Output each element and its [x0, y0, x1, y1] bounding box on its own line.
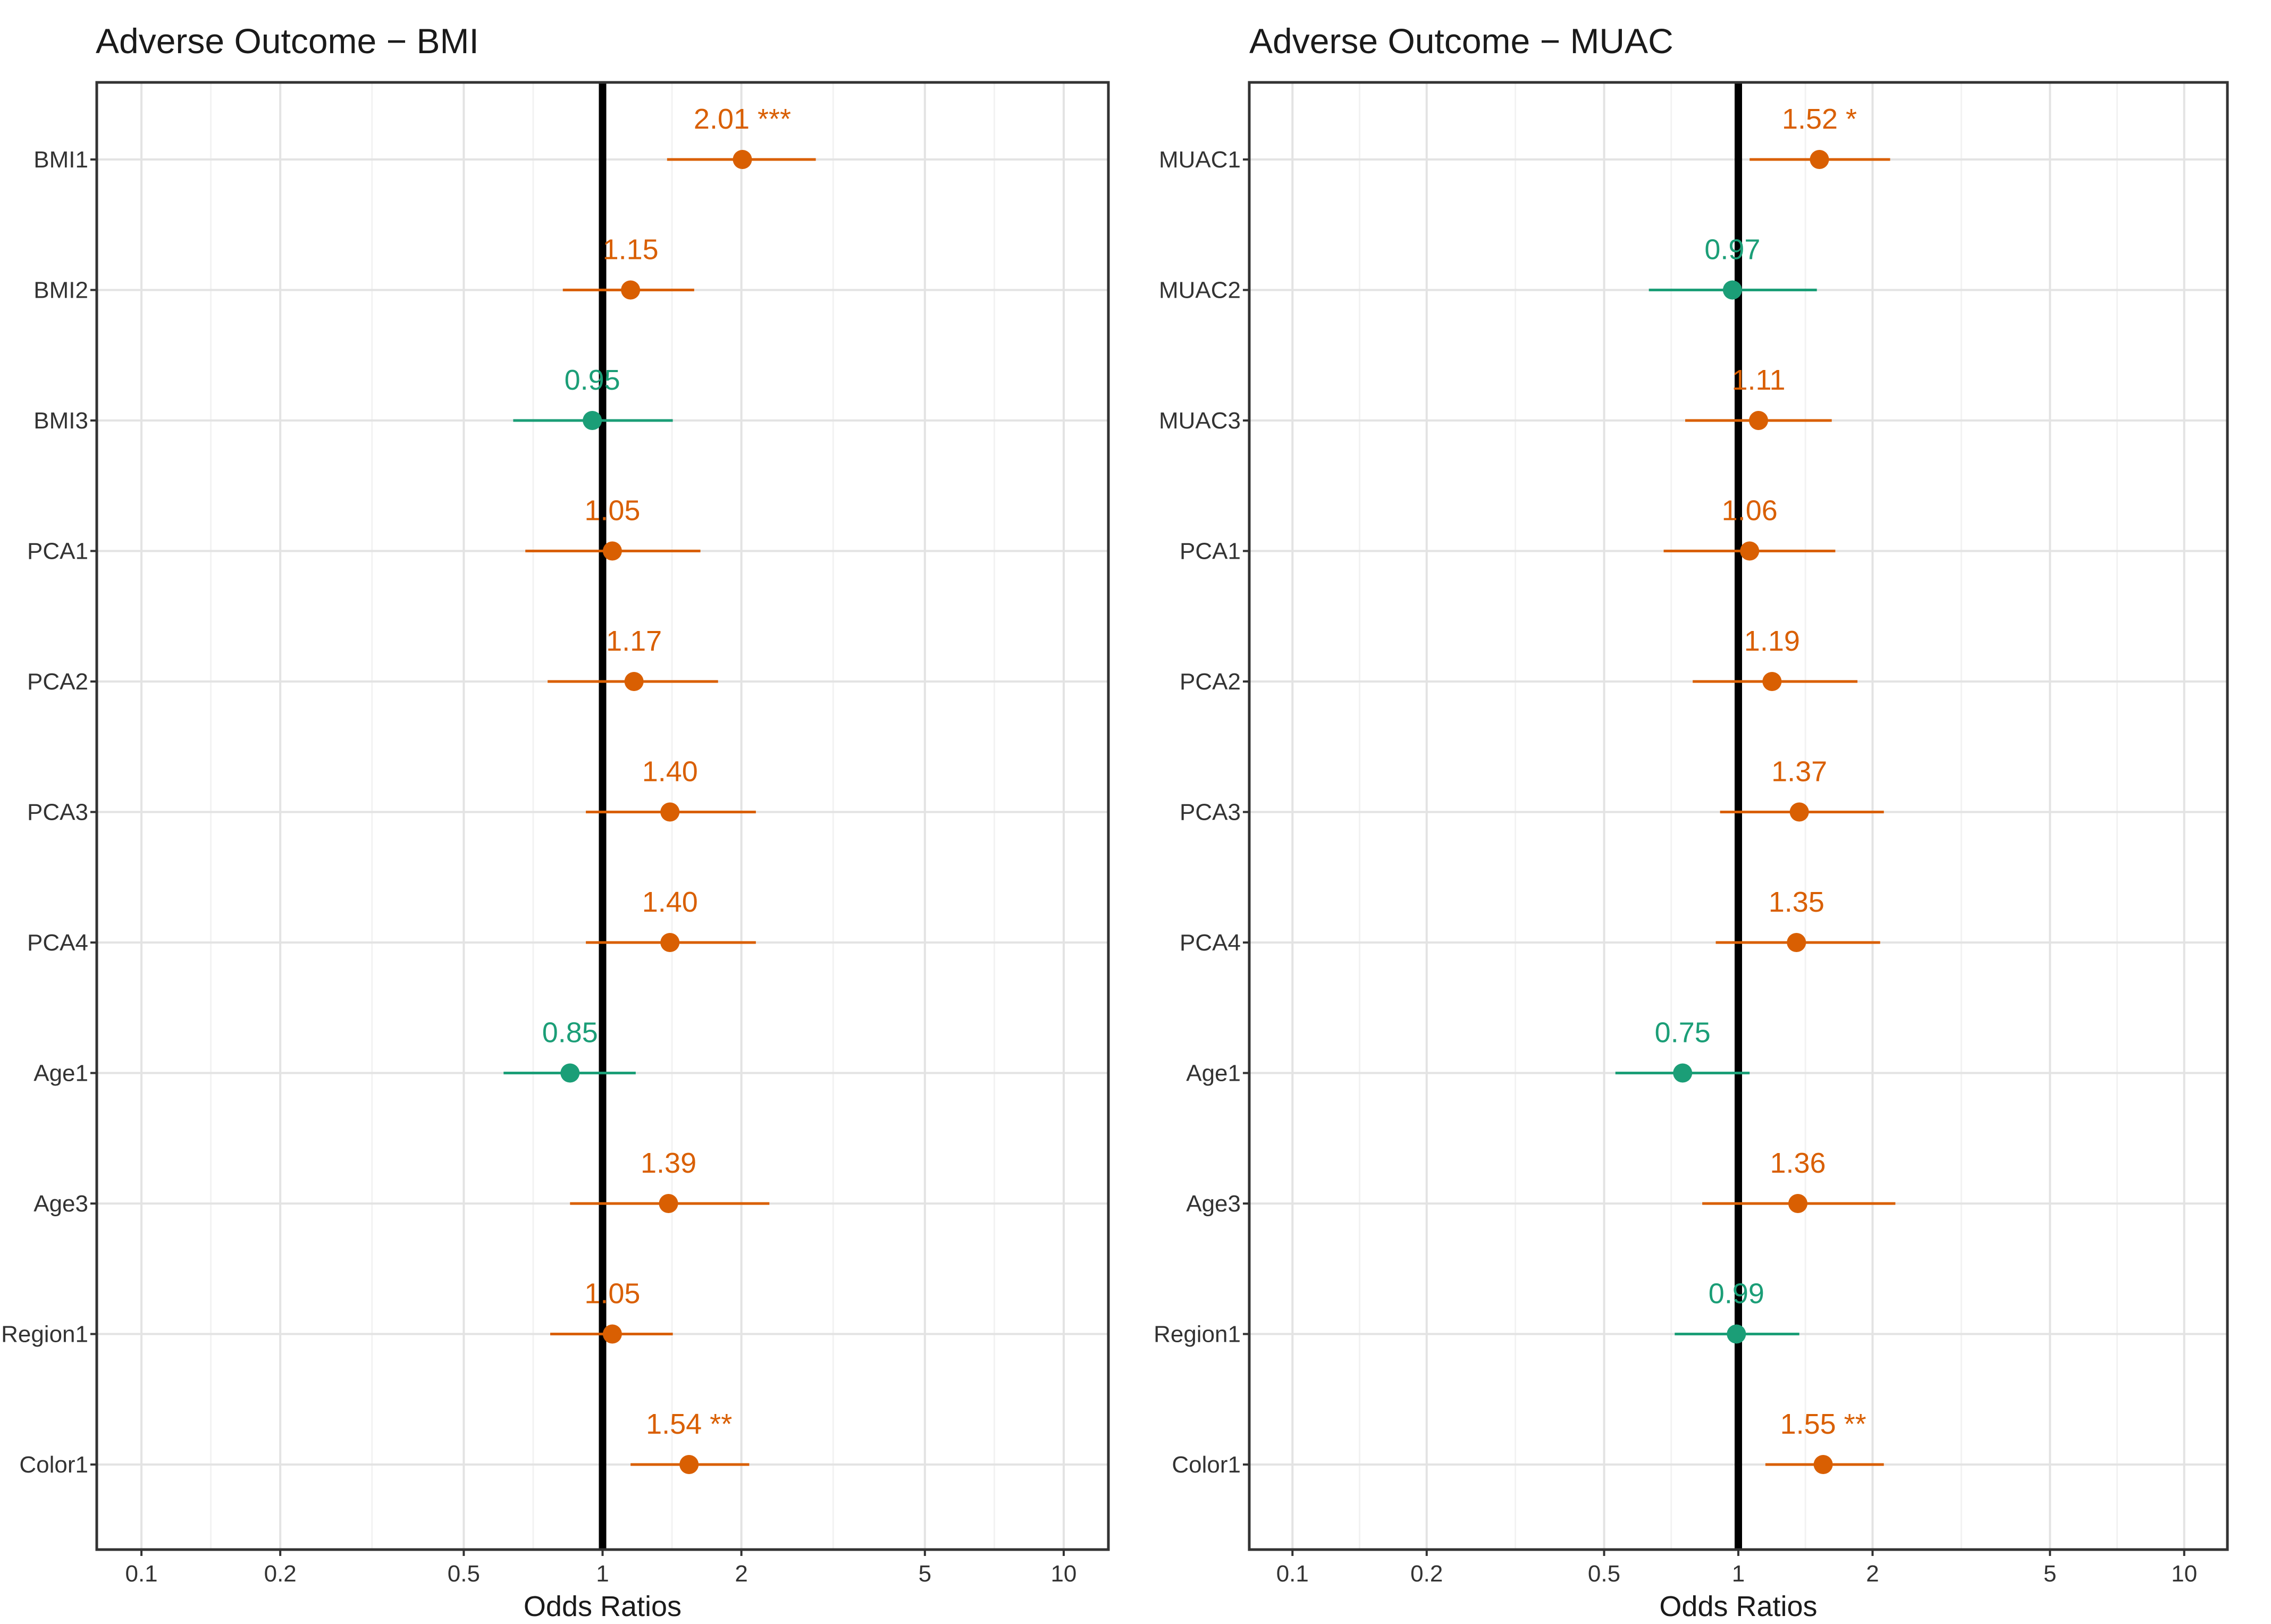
muac-x-axis-title: Odds Ratios — [1659, 1591, 1817, 1622]
bmi-data-label: 1.05 — [584, 1278, 640, 1310]
muac-panel-border — [1248, 81, 2229, 1551]
muac-point-estimate — [1727, 1324, 1746, 1344]
bmi-data-label: 1.40 — [642, 756, 698, 788]
muac-tick-label-y: PCA2 — [1180, 669, 1241, 695]
bmi-data-label: 1.40 — [642, 886, 698, 918]
muac-data-label: 1.52 * — [1782, 103, 1857, 135]
bmi-data-label: 1.15 — [603, 234, 659, 266]
muac-tick-label-x: 0.1 — [1276, 1561, 1309, 1587]
bmi-data-label: 0.85 — [542, 1017, 598, 1049]
muac-point-estimate — [1788, 1194, 1808, 1213]
bmi-tick-label-y: Age1 — [33, 1061, 88, 1087]
muac-tick-label-x: 5 — [2043, 1561, 2056, 1587]
bmi-point-estimate — [660, 933, 680, 952]
muac-data-label: 1.11 — [1731, 364, 1785, 396]
muac-point-estimate — [1740, 541, 1760, 561]
muac-tick-label-y: MUAC1 — [1159, 147, 1241, 173]
bmi-tick-label-x: 10 — [1050, 1561, 1076, 1587]
bmi-point-estimate — [660, 802, 680, 822]
muac-tick-label-x: 0.2 — [1410, 1561, 1443, 1587]
bmi-x-axis-title: Odds Ratios — [524, 1591, 682, 1622]
muac-panel: Adverse Outcome − MUAC 1.52 * MUAC1 0.97 MUA… — [1154, 21, 2229, 1622]
muac-data-label: 1.55 ** — [1780, 1408, 1866, 1440]
muac-data-label: 1.06 — [1722, 495, 1778, 527]
bmi-data-label: 1.54 ** — [646, 1408, 732, 1440]
bmi-point-estimate — [560, 1063, 580, 1083]
bmi-tick-label-y: PCA4 — [27, 930, 88, 956]
muac-tick-label-y: PCA3 — [1180, 800, 1241, 826]
bmi-point-estimate — [602, 541, 622, 561]
bmi-tick-label-x: 1 — [596, 1561, 609, 1587]
muac-tick-label-y: Region1 — [1154, 1322, 1241, 1348]
muac-point-estimate — [1789, 802, 1809, 822]
bmi-chart-title: Adverse Outcome − BMI — [96, 21, 479, 61]
muac-data-label: 1.19 — [1744, 625, 1800, 657]
bmi-panel: Adverse Outcome − BMI 2.01 *** BMI1 1.15 BMI… — [1, 21, 1110, 1622]
bmi-point-estimate — [624, 672, 644, 691]
muac-point-estimate — [1762, 672, 1782, 691]
muac-tick-label-y: PCA4 — [1180, 930, 1241, 956]
bmi-tick-label-y: BMI2 — [33, 277, 88, 304]
bmi-tick-label-y: BMI1 — [33, 147, 88, 173]
bmi-tick-label-y: PCA2 — [27, 669, 88, 695]
bmi-point-estimate — [602, 1324, 622, 1344]
bmi-tick-label-y: Age3 — [33, 1191, 88, 1217]
bmi-tick-label-x: 0.5 — [448, 1561, 480, 1587]
bmi-point-estimate — [621, 280, 641, 300]
bmi-data-label: 1.17 — [606, 625, 662, 657]
muac-data-label: 0.99 — [1709, 1278, 1764, 1310]
bmi-tick-label-y: Region1 — [1, 1322, 88, 1348]
muac-data-label: 0.75 — [1655, 1017, 1711, 1049]
muac-chart-title: Adverse Outcome − MUAC — [1249, 21, 1673, 61]
bmi-data-label: 1.05 — [584, 495, 640, 527]
bmi-point-estimate — [733, 150, 752, 169]
bmi-tick-label-x: 2 — [735, 1561, 747, 1587]
bmi-tick-label-x: 0.2 — [264, 1561, 297, 1587]
muac-tick-label-x: 0.5 — [1588, 1561, 1620, 1587]
bmi-tick-label-y: PCA1 — [27, 538, 88, 565]
bmi-data-label: 2.01 *** — [694, 103, 791, 135]
muac-tick-label-y: MUAC2 — [1159, 277, 1241, 304]
bmi-tick-label-x: 5 — [919, 1561, 931, 1587]
muac-point-estimate — [1749, 411, 1769, 430]
bmi-point-estimate — [659, 1194, 678, 1213]
muac-data-label: 1.36 — [1770, 1147, 1826, 1179]
bmi-data-label: 0.95 — [565, 364, 620, 396]
bmi-tick-label-y: Color1 — [19, 1452, 88, 1478]
muac-tick-label-x: 1 — [1732, 1561, 1745, 1587]
muac-point-estimate — [1722, 280, 1742, 300]
muac-tick-label-y: MUAC3 — [1159, 408, 1241, 434]
muac-tick-label-y: Color1 — [1172, 1452, 1241, 1478]
muac-data-label: 1.37 — [1771, 756, 1827, 788]
bmi-tick-label-x: 0.1 — [125, 1561, 157, 1587]
muac-data-label: 1.35 — [1769, 886, 1824, 918]
muac-tick-label-x: 2 — [1866, 1561, 1879, 1587]
muac-tick-label-y: Age1 — [1186, 1061, 1241, 1087]
muac-tick-label-x: 10 — [2171, 1561, 2197, 1587]
bmi-point-estimate — [583, 411, 602, 430]
bmi-panel-border — [95, 81, 1110, 1551]
muac-point-estimate — [1813, 1455, 1833, 1474]
muac-point-estimate — [1810, 150, 1829, 169]
bmi-tick-label-y: BMI3 — [33, 408, 88, 434]
bmi-tick-label-y: PCA3 — [27, 800, 88, 826]
bmi-data-label: 1.39 — [641, 1147, 696, 1179]
muac-data-label: 0.97 — [1704, 234, 1760, 266]
bmi-point-estimate — [679, 1455, 699, 1474]
muac-tick-label-y: Age3 — [1186, 1191, 1241, 1217]
muac-tick-label-y: PCA1 — [1180, 538, 1241, 565]
muac-point-estimate — [1787, 933, 1806, 952]
muac-point-estimate — [1673, 1063, 1693, 1083]
